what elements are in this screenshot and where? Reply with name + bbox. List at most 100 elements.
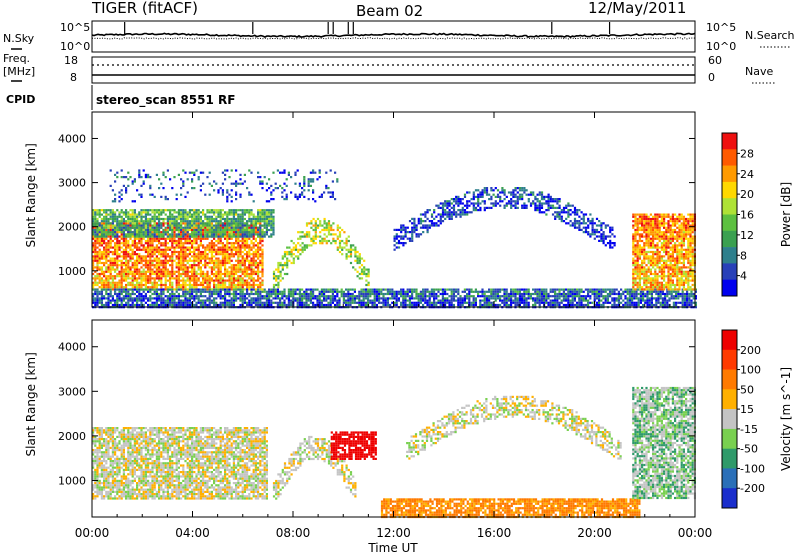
- echo-cell: [609, 242, 612, 245]
- echo-cell: [391, 301, 394, 304]
- echo-cell: [224, 250, 227, 254]
- echo-cell: [364, 303, 367, 307]
- echo-cell: [261, 253, 264, 256]
- echo-cell: [286, 257, 289, 260]
- echo-cell: [204, 259, 207, 262]
- echo-cell: [314, 295, 317, 298]
- echo-cell: [149, 261, 152, 265]
- echo-cell: [536, 206, 539, 209]
- echo-cell: [297, 257, 300, 260]
- echo-cell: [540, 202, 544, 205]
- echo-cell: [153, 283, 156, 287]
- echo-cell: [270, 215, 273, 218]
- echo-cell: [276, 288, 279, 291]
- echo-cell: [261, 257, 264, 260]
- echo-cell: [127, 253, 130, 256]
- echo-cell: [274, 292, 277, 296]
- echo-cell: [241, 281, 244, 284]
- echo-cell: [98, 248, 101, 251]
- echo-cell: [171, 209, 174, 212]
- echo-cell: [127, 283, 130, 287]
- echo-cell: [188, 228, 191, 232]
- nsky-tick-bottom: 10^0: [60, 40, 90, 53]
- echo-cell: [127, 270, 130, 273]
- echo-cell: [219, 286, 222, 289]
- echo-cell: [120, 233, 123, 236]
- echo-cell: [199, 233, 202, 236]
- echo-cell: [155, 215, 158, 218]
- echo-cell: [125, 235, 128, 238]
- echo-cell: [199, 226, 202, 229]
- echo-cell: [138, 295, 141, 298]
- echo-cell: [494, 195, 497, 198]
- echo-cell: [232, 266, 235, 269]
- echo-cell: [114, 290, 117, 293]
- echo-cell: [149, 224, 152, 227]
- echo-cell: [228, 270, 231, 273]
- echo-cell: [573, 209, 577, 212]
- echo-cell: [332, 239, 335, 243]
- echo-cell: [131, 286, 134, 289]
- echo-cell: [296, 292, 299, 296]
- echo-cell: [199, 301, 202, 304]
- echo-cell: [199, 290, 202, 293]
- echo-cell: [92, 246, 95, 249]
- echo-cell: [230, 292, 233, 296]
- echo-cell: [149, 295, 152, 298]
- echo-cell: [297, 250, 300, 254]
- echo-cell: [164, 283, 167, 287]
- echo-cell: [239, 195, 242, 198]
- echo-cell: [582, 215, 585, 218]
- echo-cell: [349, 288, 352, 291]
- echo-cell: [265, 217, 268, 221]
- echo-cell: [243, 173, 246, 176]
- echo-cell: [193, 264, 196, 267]
- echo-cell: [540, 206, 544, 209]
- echo-cell: [125, 226, 128, 229]
- echo-cell: [347, 297, 350, 300]
- echo-cell: [202, 299, 205, 302]
- echo-cell: [268, 295, 271, 298]
- echo-cell: [378, 292, 381, 296]
- echo-cell: [120, 270, 123, 273]
- echo-cell: [367, 268, 370, 271]
- echo-cell: [248, 231, 251, 234]
- echo-cell: [270, 193, 273, 196]
- echo-cell: [96, 228, 99, 232]
- echo-cell: [127, 231, 130, 234]
- echo-cell: [180, 275, 183, 278]
- echo-cell: [164, 275, 167, 278]
- echo-cell: [422, 224, 425, 227]
- echo-cell: [182, 180, 185, 183]
- echo-cell: [259, 222, 262, 225]
- echo-cell: [164, 213, 167, 216]
- echo-cell: [191, 290, 194, 293]
- echo-cell: [516, 200, 519, 203]
- echo-cell: [221, 286, 224, 289]
- echo-cell: [109, 281, 112, 284]
- echo-cell: [197, 272, 200, 276]
- echo-cell: [182, 279, 185, 282]
- echo-cell: [175, 211, 178, 214]
- echo-cell: [270, 299, 273, 302]
- echo-cell: [151, 259, 154, 262]
- echo-cell: [182, 244, 185, 247]
- echo-cell: [195, 231, 198, 234]
- echo-cell: [120, 215, 123, 218]
- echo-cell: [122, 270, 125, 273]
- echo-cell: [382, 301, 385, 304]
- echo-cell: [281, 303, 284, 307]
- echo-cell: [356, 250, 359, 254]
- echo-cell: [237, 261, 240, 265]
- echo-cell: [191, 228, 194, 232]
- echo-cell: [235, 286, 238, 289]
- echo-cell: [254, 248, 257, 251]
- echo-cell: [107, 220, 110, 223]
- echo-cell: [367, 292, 370, 296]
- echo-cell: [142, 222, 145, 225]
- echo-cell: [529, 202, 533, 205]
- echo-cell: [358, 266, 361, 269]
- echo-cell: [111, 228, 114, 232]
- echo-cell: [318, 295, 321, 298]
- echo-cell: [166, 275, 169, 278]
